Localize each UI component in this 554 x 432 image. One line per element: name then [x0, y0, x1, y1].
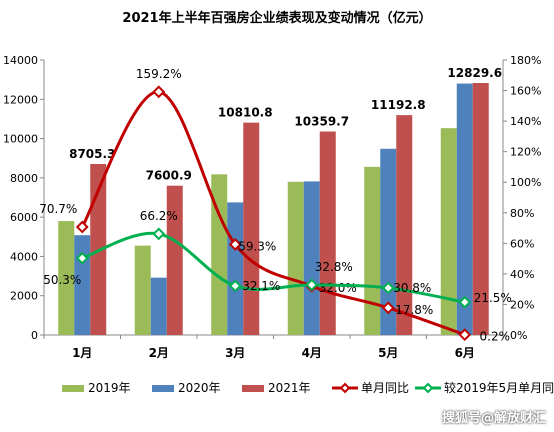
- y2-tick-label: 40%: [510, 268, 534, 281]
- y-tick-label: 12000: [3, 93, 38, 106]
- legend-marker: [422, 382, 434, 394]
- line-2-label: 66.2%: [140, 209, 178, 223]
- bar-1-3: [211, 174, 228, 335]
- y2-tick-label: 180%: [510, 54, 541, 67]
- line-2-label: 30.8%: [393, 281, 431, 295]
- line-2-marker-2: [152, 227, 166, 241]
- bar-3-4: [319, 131, 336, 335]
- legend-label: 单月同比: [361, 381, 409, 395]
- y-tick-label: 0: [31, 329, 38, 342]
- line-1-marker-1: [75, 220, 89, 234]
- legend-swatch-bar-3: [242, 385, 264, 392]
- bar-value-label: 10810.8: [218, 106, 273, 120]
- bar-1-4: [287, 181, 304, 335]
- line-2-marker-5: [381, 281, 395, 295]
- y2-tick-label: 80%: [510, 207, 534, 220]
- line-2-marker-4: [305, 278, 319, 292]
- y-tick-label: 4000: [10, 250, 38, 263]
- legend-swatch-bar-2: [152, 385, 174, 392]
- bar-value-label: 12829.6: [447, 66, 502, 80]
- y-tick-label: 2000: [10, 290, 38, 303]
- bar-3-2: [166, 185, 183, 335]
- line-1-label: 17.8%: [395, 303, 433, 317]
- y-tick-label: 10000: [3, 133, 38, 146]
- legend-label: 较2019年5月单月同比: [444, 380, 554, 395]
- bar-1-2: [134, 245, 151, 335]
- x-tick-label: 4月: [302, 346, 322, 360]
- line-1-label: 70.7%: [39, 202, 77, 216]
- line-1-label: 0.2%: [480, 330, 511, 344]
- bar-2-4: [303, 181, 320, 335]
- x-tick-label: 6月: [455, 346, 475, 360]
- line-2-label: 50.3%: [43, 273, 81, 287]
- bar-1-6: [440, 128, 457, 335]
- y2-tick-label: 140%: [510, 115, 541, 128]
- bar-1-5: [364, 166, 381, 335]
- bar-3-3: [243, 122, 260, 336]
- x-tick-label: 1月: [72, 346, 92, 360]
- legend-label: 2021年: [268, 381, 311, 395]
- line-1-label: 159.2%: [136, 67, 182, 81]
- x-tick-label: 3月: [225, 346, 245, 360]
- bar-1-1: [58, 221, 75, 335]
- line-1-label: 59.3%: [238, 239, 276, 253]
- legend-label: 2020年: [178, 381, 221, 395]
- bar-3-6: [472, 82, 489, 336]
- x-tick-label: 5月: [378, 346, 398, 360]
- y2-tick-label: 60%: [510, 237, 534, 250]
- line-2-marker-3: [228, 279, 242, 293]
- watermark: 搜狐号@解放财汇: [441, 411, 546, 426]
- bar-value-label: 11192.8: [371, 98, 426, 112]
- legend-marker: [339, 382, 351, 394]
- line-2-label: 21.5%: [474, 291, 512, 305]
- bar-3-5: [396, 115, 413, 336]
- line-2-label: 32.8%: [315, 260, 353, 274]
- line-1-marker-2: [152, 85, 166, 99]
- y2-tick-label: 100%: [510, 176, 541, 189]
- line-1-marker-6: [458, 328, 472, 342]
- y2-tick-label: 120%: [510, 146, 541, 159]
- bar-2-3: [227, 202, 244, 335]
- x-tick-label: 2月: [149, 346, 169, 360]
- y2-tick-label: 20%: [510, 298, 534, 311]
- line-2-marker-6: [458, 295, 472, 309]
- y2-tick-label: 0%: [510, 329, 527, 342]
- bar-value-label: 10359.7: [294, 115, 349, 129]
- chart-title: 2021年上半年百强房企业绩表现及变动情况（亿元）: [122, 10, 431, 26]
- line-2-label: 32.1%: [242, 279, 280, 293]
- legend-swatch-bar-1: [62, 385, 84, 392]
- y-tick-label: 8000: [10, 172, 38, 185]
- y-tick-label: 6000: [10, 211, 38, 224]
- line-1-marker-5: [381, 301, 395, 315]
- line-2-marker-1: [75, 251, 89, 265]
- bar-2-2: [150, 277, 167, 335]
- y2-tick-label: 160%: [510, 85, 541, 98]
- legend-label: 2019年: [88, 381, 131, 395]
- bar-2-6: [456, 83, 473, 335]
- line-1-label: 32.0%: [319, 281, 357, 295]
- line-1-marker-3: [228, 237, 242, 251]
- y-tick-label: 14000: [3, 54, 38, 67]
- bar-value-label: 7600.9: [146, 169, 192, 183]
- bar-value-label: 8705.3: [69, 147, 115, 161]
